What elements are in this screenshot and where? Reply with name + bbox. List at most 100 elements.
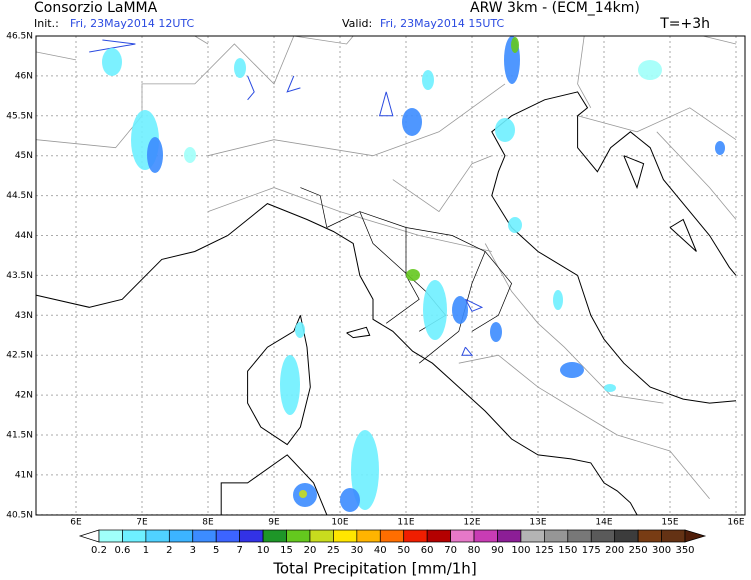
lon-label: 9E [268, 518, 280, 528]
colorbar-label: 2 [166, 545, 172, 556]
colorbar-box [426, 529, 451, 543]
colorbar-box [215, 529, 240, 543]
colorbar-label: 30 [350, 545, 363, 556]
colorbar-box [544, 529, 569, 543]
precip-area [406, 269, 420, 281]
lake [378, 91, 394, 117]
lon-label: 6E [70, 518, 82, 528]
colorbar-box [473, 529, 498, 543]
precip-area [511, 37, 519, 53]
precip-area [351, 430, 379, 510]
border [293, 36, 585, 45]
colorbar-box [661, 529, 686, 543]
lat-label: 40.5N [6, 510, 33, 520]
colorbar-box [379, 529, 405, 543]
coastline [36, 203, 638, 515]
lake [461, 346, 474, 356]
precip-area [560, 362, 584, 378]
precip-area [422, 70, 434, 90]
precip-area [102, 48, 122, 76]
colorbar-label: 50 [397, 545, 410, 556]
lake [247, 75, 255, 101]
lat-label: 46N [15, 71, 33, 81]
lake [286, 75, 301, 93]
colorbar-box [168, 529, 194, 543]
lat-label: 44.5N [6, 191, 33, 201]
lat-label: 43N [15, 311, 33, 321]
coastline [491, 91, 737, 404]
border [484, 243, 664, 404]
colorbar-label: 100 [511, 545, 530, 556]
colorbar-label: 1 [143, 545, 149, 556]
colorbar-arrow [684, 529, 707, 543]
precip-area [495, 118, 515, 142]
border [193, 36, 209, 45]
colorbar-label: 200 [605, 545, 624, 556]
lat-label: 45.5N [6, 111, 33, 121]
precip-area [280, 355, 300, 415]
colorbar-label: 125 [535, 545, 554, 556]
colorbar-box [333, 529, 358, 543]
border [577, 107, 737, 141]
colorbar-label: 7 [236, 545, 242, 556]
precip-area [638, 60, 662, 80]
border [392, 155, 492, 213]
lat-label: 42.5N [6, 351, 33, 361]
colorbar-label: 60 [421, 545, 434, 556]
lon-label: 8E [202, 518, 214, 528]
lat-label: 46.5N [6, 32, 33, 42]
colorbar-label: 80 [468, 545, 481, 556]
precip-area [299, 490, 307, 498]
lat-label: 45N [15, 151, 33, 161]
coastline [346, 326, 371, 339]
colorbar-box [403, 529, 428, 543]
precip-area [423, 280, 447, 340]
border [577, 36, 592, 108]
colorbar-label: 15 [280, 545, 293, 556]
lon-label: 15E [661, 518, 678, 528]
border [207, 83, 506, 157]
colorbar-label: 90 [491, 545, 504, 556]
border [207, 187, 492, 252]
lon-label: 10E [331, 518, 348, 528]
precip-area [184, 147, 196, 163]
colorbar-box [309, 529, 334, 543]
border [458, 354, 618, 436]
init-label: Init.: [34, 17, 59, 30]
valid-time: Fri, 23May2014 15UTC [380, 17, 504, 30]
colorbar-box [262, 529, 287, 543]
coastline [669, 218, 697, 252]
lon-label: 13E [529, 518, 546, 528]
lake [464, 298, 484, 312]
precip-area [295, 322, 305, 338]
colorbar-label: 250 [629, 545, 648, 556]
precip-area [402, 108, 422, 136]
colorbar-box [614, 529, 639, 543]
colorbar-label: 3 [190, 545, 196, 556]
border [584, 36, 737, 45]
colorbar-label: 20 [304, 545, 317, 556]
lon-label: 14E [595, 518, 612, 528]
coastline [220, 454, 328, 515]
colorbar-label: 70 [444, 545, 457, 556]
lat-label: 43.5N [6, 271, 33, 281]
lead-time: T=+3h [659, 16, 710, 32]
colorbar-box [567, 529, 592, 543]
region-border [300, 187, 328, 228]
border [617, 434, 710, 500]
precip-area [553, 290, 563, 310]
colorbar-box [497, 529, 522, 543]
colorbar-label: 150 [558, 545, 577, 556]
valid-label: Valid: [342, 17, 372, 30]
colorbar-box [590, 529, 616, 543]
region-border [471, 251, 513, 332]
colorbar-label: 175 [582, 545, 601, 556]
colorbar-label: 40 [374, 545, 387, 556]
colorbar-label: 5 [213, 545, 219, 556]
colorbar-box [450, 529, 475, 543]
colorbar-title: Total Precipitation [mm/1h] [272, 560, 476, 578]
border [36, 51, 77, 61]
lake [89, 39, 136, 53]
title: Consorzio LaMMA [34, 0, 158, 16]
